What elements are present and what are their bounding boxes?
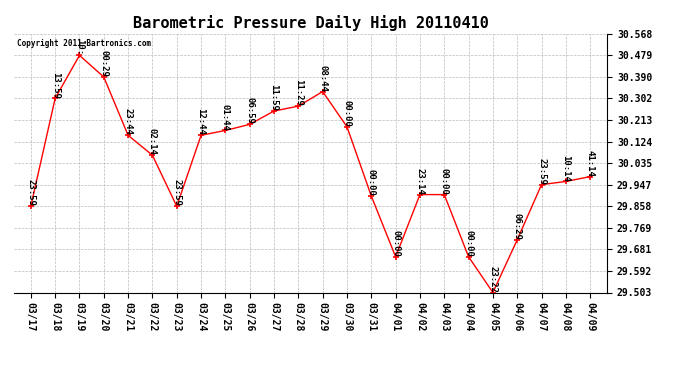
Text: 00:00: 00:00 — [367, 169, 376, 196]
Text: 06:59: 06:59 — [245, 98, 254, 124]
Text: 00:00: 00:00 — [391, 230, 400, 257]
Text: 08:44: 08:44 — [318, 65, 327, 92]
Text: 23:59: 23:59 — [26, 179, 35, 206]
Text: 00:00: 00:00 — [342, 100, 351, 127]
Text: 23:14: 23:14 — [415, 168, 424, 195]
Text: 01:44: 01:44 — [221, 104, 230, 130]
Text: Copyright 2011 Bartronics.com: Copyright 2011 Bartronics.com — [17, 39, 151, 48]
Text: 00:00: 00:00 — [464, 230, 473, 257]
Text: 06:29: 06:29 — [513, 213, 522, 240]
Title: Barometric Pressure Daily High 20110410: Barometric Pressure Daily High 20110410 — [132, 15, 489, 31]
Text: 41:14: 41:14 — [586, 150, 595, 177]
Text: 00:29: 00:29 — [99, 50, 108, 77]
Text: 10:14: 10:14 — [562, 154, 571, 182]
Text: 13:59: 13:59 — [50, 72, 59, 98]
Text: 12:44: 12:44 — [197, 108, 206, 135]
Text: 10:: 10: — [75, 39, 84, 56]
Text: 23:22: 23:22 — [489, 266, 497, 292]
Text: 02:14: 02:14 — [148, 128, 157, 155]
Text: 23:59: 23:59 — [172, 179, 181, 206]
Text: 00:00: 00:00 — [440, 168, 449, 195]
Text: 23:44: 23:44 — [124, 108, 132, 135]
Text: 11:59: 11:59 — [270, 84, 279, 111]
Text: 11:29: 11:29 — [294, 79, 303, 106]
Text: 23:59: 23:59 — [537, 158, 546, 184]
